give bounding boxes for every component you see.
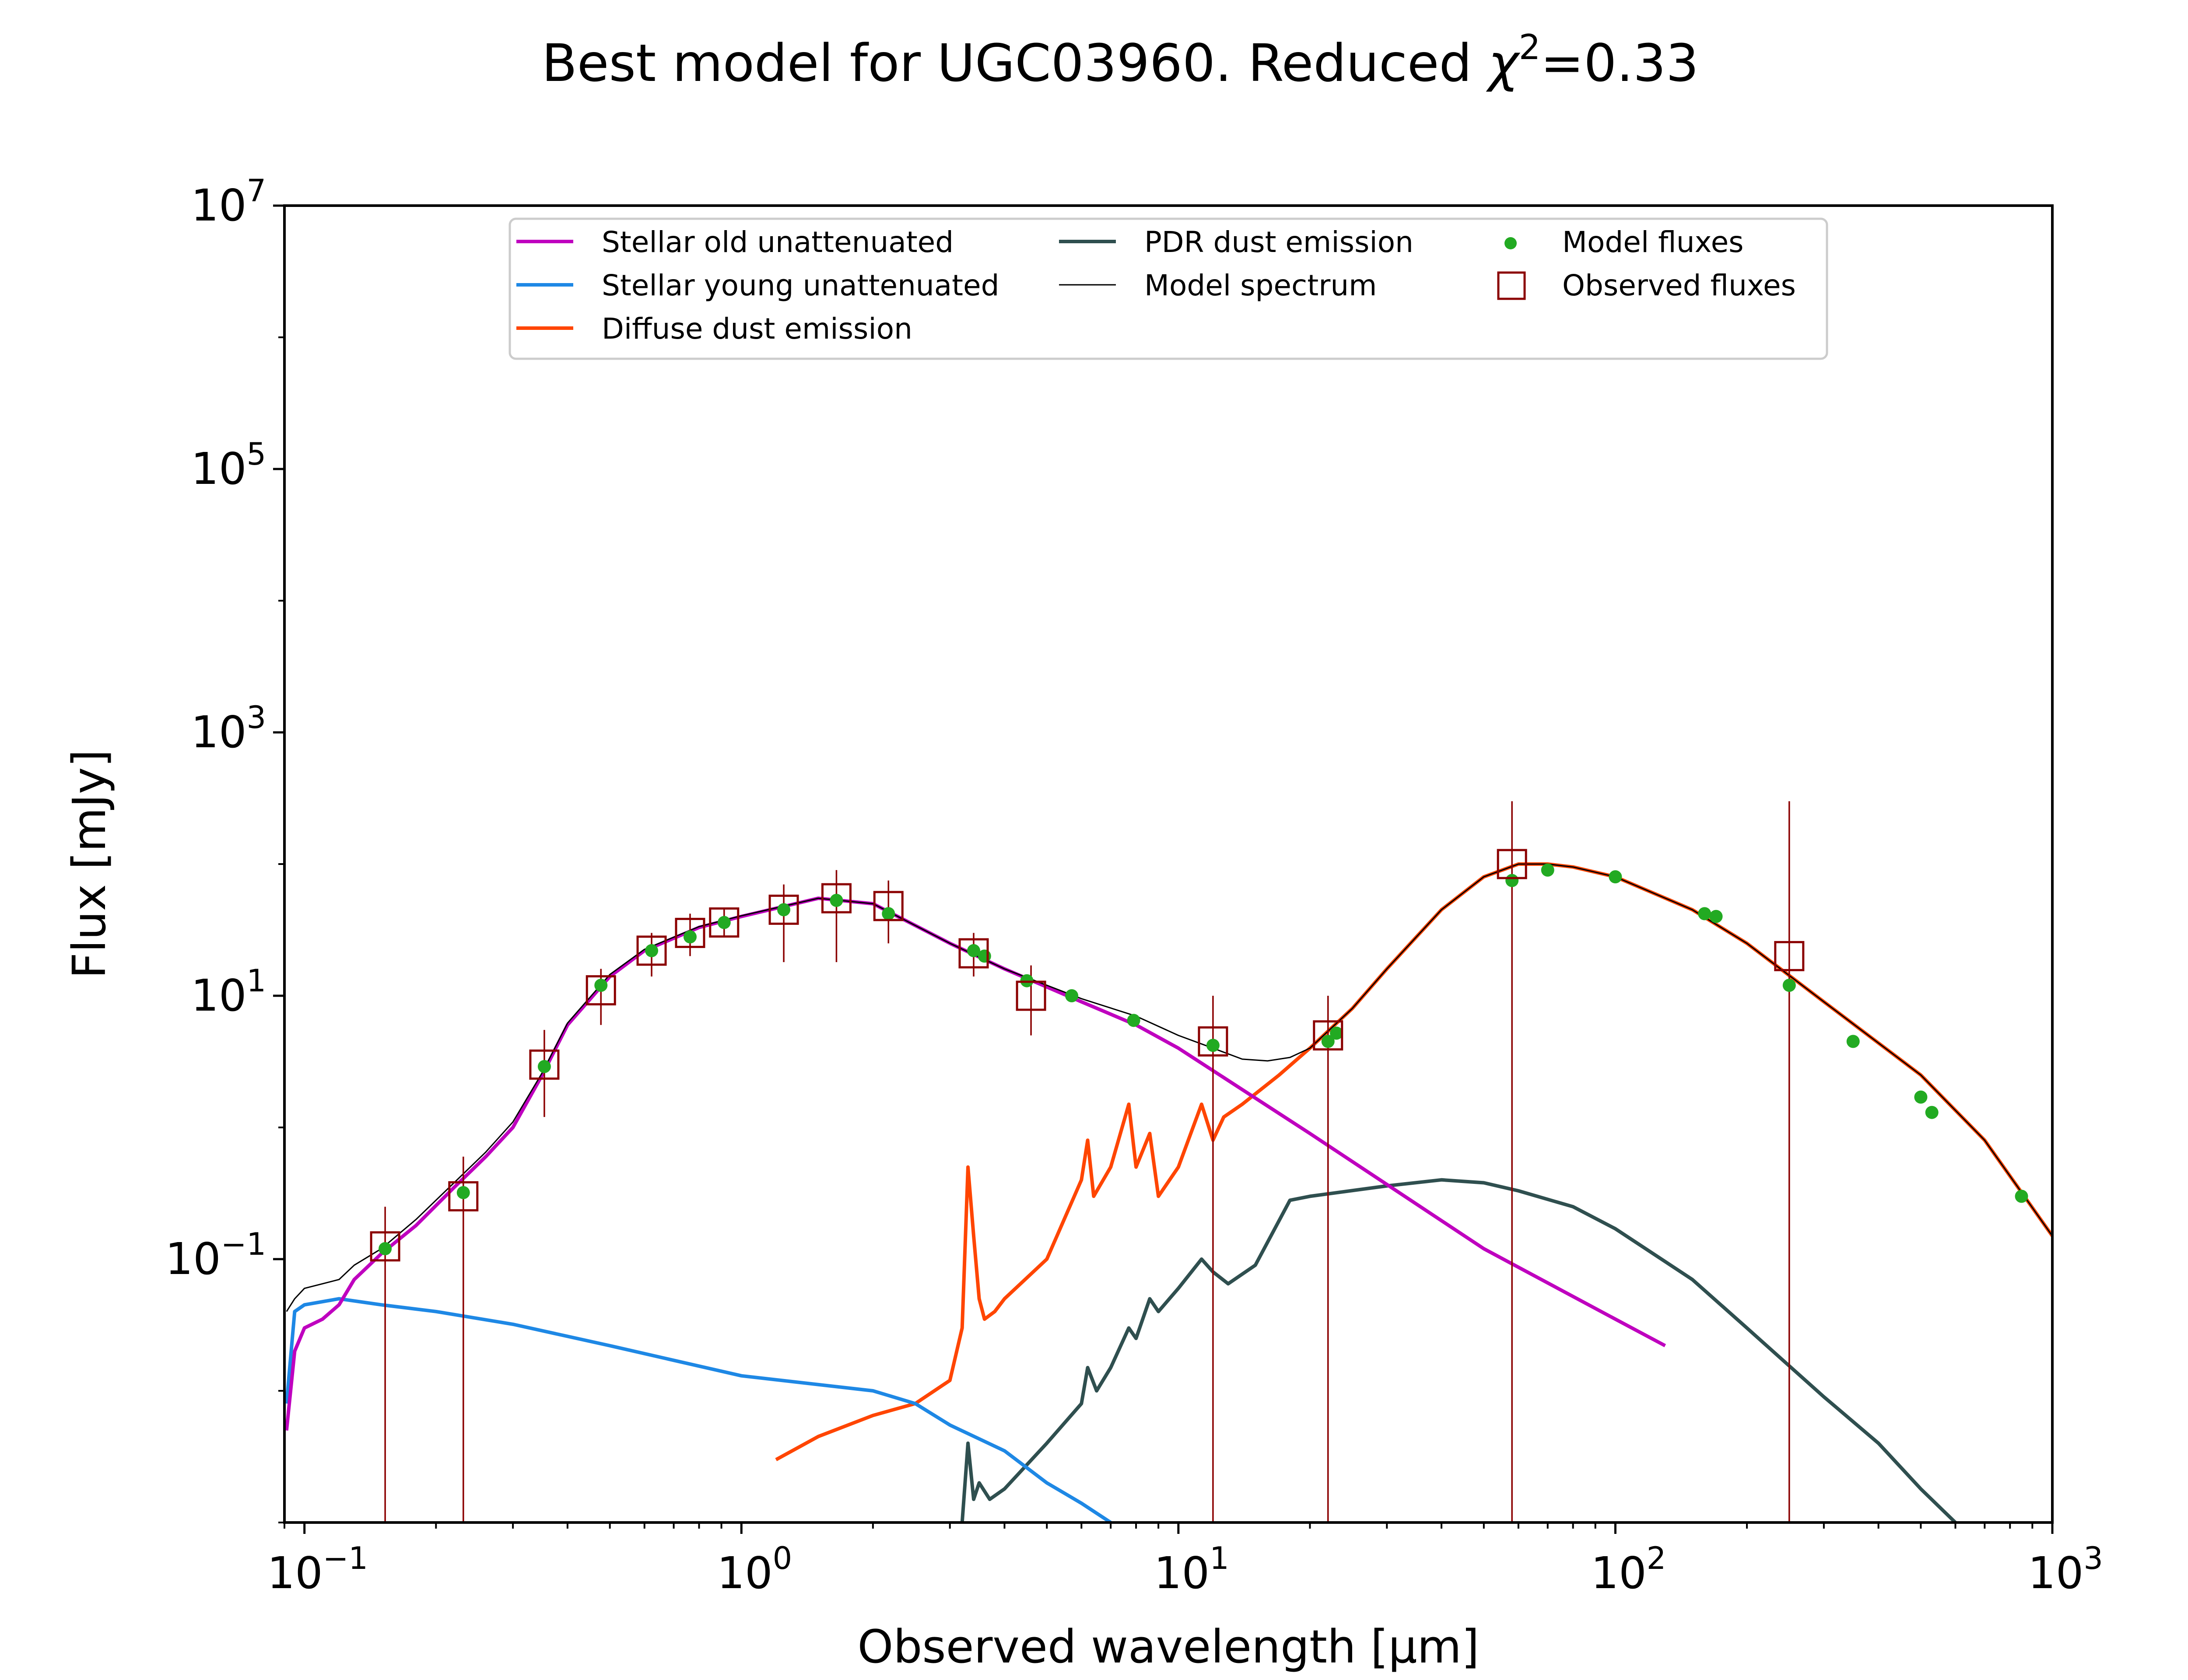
legend-swatch-model-fluxes [1504, 237, 1517, 249]
observed-flux-marker [370, 1231, 400, 1262]
model-flux-point [1709, 910, 1723, 923]
x-tick-label-exponent: −1 [323, 1540, 368, 1576]
model-flux-point [1127, 1014, 1140, 1027]
y-tick-label: 101 [191, 963, 266, 1021]
model-flux-point [1846, 1035, 1860, 1048]
y-tick-label-base: 10 [191, 443, 246, 494]
observed-flux-marker [709, 907, 740, 938]
model-flux-point [777, 903, 791, 917]
observed-flux-marker [448, 1181, 479, 1211]
x-tick-label-base: 10 [267, 1547, 323, 1599]
legend-label-stellar-old-unattenuated: Stellar old unattenuated [602, 225, 954, 259]
x-tick-label: 101 [1154, 1540, 1229, 1599]
model-spectrum-line [286, 863, 2052, 1312]
model-flux-point [645, 944, 659, 957]
y-tick-label: 107 [191, 173, 266, 231]
x-tick-label-exponent: 2 [1647, 1540, 1666, 1576]
model-flux-point [717, 916, 731, 929]
x-tick-label: 10−1 [267, 1540, 368, 1599]
x-tick-label-exponent: 1 [1210, 1540, 1229, 1576]
y-tick-label-base: 10 [191, 180, 246, 231]
chart-title-exponent: 2 [1519, 28, 1541, 67]
legend-box [508, 217, 1828, 360]
observed-flux-marker [1016, 980, 1046, 1011]
model-flux-point [1206, 1039, 1220, 1052]
chart-title: Best model for UGC03960. Reduced χ2=0.33 [542, 28, 1699, 93]
model-flux-point [1609, 870, 1622, 884]
legend-label-stellar-young-unattenuated: Stellar young unattenuated [602, 269, 999, 302]
observed-flux-marker [529, 1049, 560, 1080]
model-flux-point [1330, 1026, 1343, 1040]
observed-flux-marker [1774, 941, 1805, 971]
observed-flux-marker [768, 894, 799, 925]
y-tick-label-exponent: 5 [246, 436, 266, 472]
y-tick-label-exponent: 7 [246, 173, 266, 209]
y-axis-label: Flux [mJy] [63, 749, 116, 979]
model-flux-point [1321, 1035, 1335, 1048]
legend-label-model-spectrum: Model spectrum [1144, 269, 1377, 302]
x-tick-label-exponent: 3 [2083, 1540, 2103, 1576]
model-flux-point [594, 979, 608, 992]
model-flux-point [1914, 1090, 1928, 1104]
x-tick-label-base: 10 [1591, 1547, 1647, 1599]
observed-flux-marker [873, 891, 904, 921]
legend-label-model-fluxes: Model fluxes [1562, 225, 1744, 259]
y-tick-label-exponent: 1 [246, 963, 266, 999]
y-tick-label: 10−1 [165, 1226, 266, 1284]
y-tick-label-base: 10 [191, 970, 246, 1021]
chart-title-main: Best model for UGC03960. Reduced [542, 33, 1488, 93]
legend-label-pdr-dust-emission: PDR dust emission [1144, 225, 1413, 259]
observed-flux-marker [958, 938, 989, 969]
x-tick-label: 102 [1591, 1540, 1666, 1599]
legend-label-observed-fluxes: Observed fluxes [1562, 269, 1796, 302]
model-flux-point [830, 893, 843, 907]
y-tick-label-exponent: −1 [221, 1226, 266, 1262]
x-axis-label: Observed wavelength [μm] [858, 1620, 1480, 1673]
model-flux-point [967, 944, 980, 957]
model-flux-point [978, 949, 991, 963]
y-tick-label-base: 10 [191, 707, 246, 758]
observed-flux-marker [675, 917, 705, 948]
stellar-old-unattenuated-line [284, 896, 1666, 1431]
model-flux-point [1541, 863, 1554, 877]
model-flux-point [456, 1186, 470, 1199]
observed-flux-marker [1497, 849, 1527, 879]
y-tick-label-base: 10 [165, 1233, 221, 1284]
legend: Stellar old unattenuated Stellar young un… [508, 217, 1828, 360]
legend-swatch-observed-fluxes [1497, 271, 1526, 300]
chart-title-chi: χ [1486, 33, 1521, 93]
model-flux-point [1698, 907, 1711, 920]
plot-frame [283, 204, 2054, 1524]
x-tick-label-base: 10 [1154, 1547, 1210, 1599]
x-tick-label-exponent: 0 [773, 1540, 792, 1576]
observed-flux-marker [1313, 1020, 1343, 1051]
y-tick-label: 105 [191, 436, 266, 494]
model-flux-point [1925, 1106, 1939, 1119]
model-flux-point [2015, 1190, 2028, 1203]
x-tick-label-base: 10 [717, 1547, 772, 1599]
model-flux-point [683, 930, 697, 944]
series-layer [284, 801, 2052, 1522]
chart-title-value: =0.33 [1540, 33, 1699, 93]
x-tick-label: 100 [717, 1540, 792, 1599]
legend-label-diffuse-dust-emission: Diffuse dust emission [602, 312, 912, 346]
y-tick-label-exponent: 3 [246, 700, 266, 735]
x-tick-label: 103 [2028, 1540, 2103, 1599]
stellar-young-unattenuated-line [284, 1297, 1112, 1522]
model-flux-point [1505, 874, 1519, 887]
model-flux-point [1065, 989, 1079, 1002]
x-tick-label-base: 10 [2028, 1547, 2083, 1599]
observed-flux-marker [586, 975, 616, 1006]
model-flux-point [882, 907, 895, 920]
pdr-dust-emission-line [960, 1178, 1957, 1522]
y-tick-label: 103 [191, 700, 266, 758]
observed-flux-marker [1198, 1026, 1228, 1057]
observed-flux-marker [821, 883, 852, 914]
model-flux-point [1782, 979, 1796, 992]
observed-flux-marker [636, 935, 667, 966]
model-flux-point [379, 1242, 392, 1256]
model-flux-point [537, 1060, 551, 1073]
